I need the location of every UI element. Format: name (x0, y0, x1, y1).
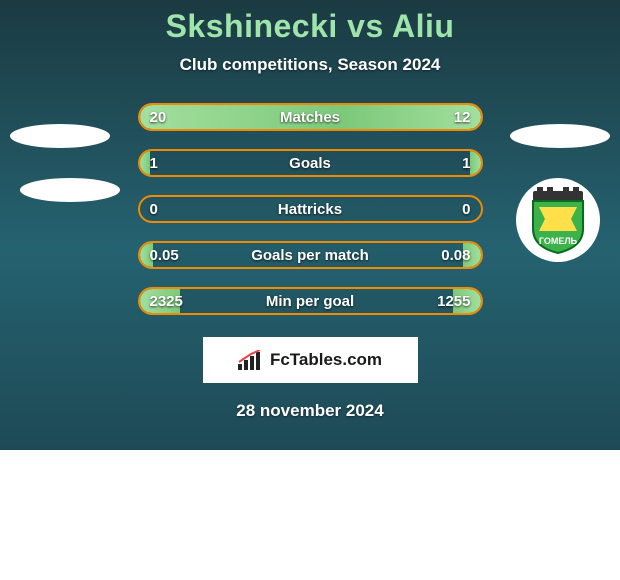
page-title: Skshinecki vs Aliu (0, 8, 620, 45)
player-left-club (20, 178, 120, 202)
chart-icon (238, 350, 264, 370)
stat-label: Goals (140, 155, 481, 172)
stat-row: 1Goals1 (138, 149, 483, 177)
as-of-date: 28 november 2024 (0, 401, 620, 421)
stat-row: 0Hattricks0 (138, 195, 483, 223)
brand-text: FcTables.com (270, 350, 382, 370)
stat-label: Goals per match (140, 247, 481, 264)
brand-badge[interactable]: FcTables.com (203, 337, 418, 383)
stat-value-right: 0.08 (441, 247, 470, 264)
stat-value-right: 0 (462, 201, 470, 218)
stat-value-right: 1 (462, 155, 470, 172)
stat-label: Hattricks (140, 201, 481, 218)
player-right-flag (510, 124, 610, 148)
stat-row: 20Matches12 (138, 103, 483, 131)
stat-value-right: 12 (454, 109, 471, 126)
stat-row: 2325Min per goal1255 (138, 287, 483, 315)
svg-text:ГОМЕЛЬ: ГОМЕЛЬ (539, 236, 578, 246)
shield-icon: ГОМЕЛЬ (523, 185, 593, 255)
stat-row: 0.05Goals per match0.08 (138, 241, 483, 269)
stat-label: Matches (140, 109, 481, 126)
comparison-card: Skshinecki vs Aliu Club competitions, Se… (0, 0, 620, 450)
stat-label: Min per goal (140, 293, 481, 310)
player-right-club-logo: ГОМЕЛЬ (516, 178, 600, 262)
stat-value-right: 1255 (437, 293, 470, 310)
page-subtitle: Club competitions, Season 2024 (0, 55, 620, 75)
player-left-flag (10, 124, 110, 148)
